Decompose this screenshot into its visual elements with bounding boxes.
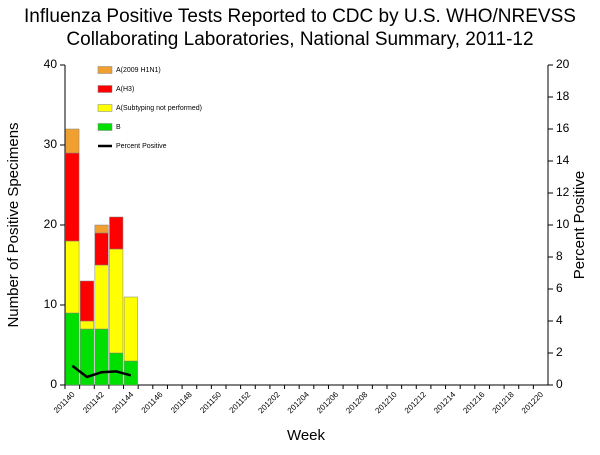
bar-segment (65, 312, 80, 386)
x-tick-label: 201140 (52, 390, 77, 415)
y2-tick-label: 16 (556, 121, 570, 135)
y2-tick-label: 12 (556, 185, 570, 199)
x-tick-label: 201150 (198, 390, 223, 415)
x-tick-label: 201206 (315, 390, 341, 416)
x-tick-label: 201204 (286, 390, 312, 416)
legend-swatch (97, 66, 113, 74)
x-tick-label: 201216 (461, 390, 487, 416)
y-tick-label: 30 (44, 137, 58, 151)
legend-swatch (97, 104, 113, 112)
y2-tick-label: 20 (556, 57, 570, 71)
bar-segment (94, 224, 109, 234)
bar-segment (65, 152, 80, 242)
y-tick-label: 10 (44, 297, 58, 311)
bar-segment (109, 216, 124, 250)
legend-label: B (116, 124, 121, 131)
bar-segment (65, 128, 80, 154)
bar-segment (94, 264, 109, 330)
y-tick-label: 20 (44, 217, 58, 231)
bar-segment (123, 296, 138, 362)
x-tick-label: 201146 (140, 390, 165, 415)
x-axis-label: Week (287, 427, 326, 444)
bar-segment (109, 248, 124, 354)
y-axis-label: Number of Positive Specimens (5, 122, 22, 327)
legend-label: A(2009 H1N1) (116, 67, 161, 74)
bar-segment (79, 280, 94, 322)
bar-segment (94, 328, 109, 386)
x-tick-label: 201148 (169, 390, 194, 415)
y2-tick-label: 8 (556, 249, 563, 263)
y2-tick-label: 18 (556, 89, 570, 103)
x-tick-label: 201142 (81, 390, 106, 415)
legend-swatch (97, 85, 113, 93)
legend-label: A(H3) (116, 86, 134, 93)
y-tick-label: 0 (50, 377, 57, 391)
y2-tick-label: 10 (556, 217, 570, 231)
y2-tick-label: 6 (556, 281, 563, 295)
x-tick-label: 201220 (520, 390, 546, 416)
x-tick-label: 201210 (373, 390, 399, 416)
x-tick-label: 201152 (228, 390, 253, 415)
bar-segment (109, 352, 124, 386)
x-tick-label: 201218 (491, 390, 517, 416)
y2-tick-label: 2 (556, 345, 563, 359)
x-tick-label: 201214 (432, 390, 458, 416)
y-tick-label: 40 (44, 57, 58, 71)
legend-label: A(Subtyping not performed) (116, 105, 202, 112)
line-series (71, 364, 132, 379)
chart-title: Influenza Positive Tests Reported to CDC… (24, 6, 576, 27)
x-tick-label: 201202 (256, 390, 282, 416)
bar-segment (94, 232, 109, 266)
x-tick-label: 201208 (344, 390, 370, 416)
y2-tick-label: 0 (556, 377, 563, 391)
legend-label: Percent Positive (116, 143, 167, 150)
chart-title: Collaborating Laboratories, National Sum… (66, 29, 533, 50)
x-tick-label: 201144 (110, 390, 135, 415)
y2-axis-label: Percent Positive (571, 171, 588, 279)
y2-tick-label: 4 (556, 313, 563, 327)
legend-swatch (97, 123, 113, 131)
x-tick-label: 201212 (403, 390, 429, 416)
y2-tick-label: 14 (556, 153, 570, 167)
bar-segment (65, 240, 80, 314)
bar-segment (79, 320, 94, 330)
